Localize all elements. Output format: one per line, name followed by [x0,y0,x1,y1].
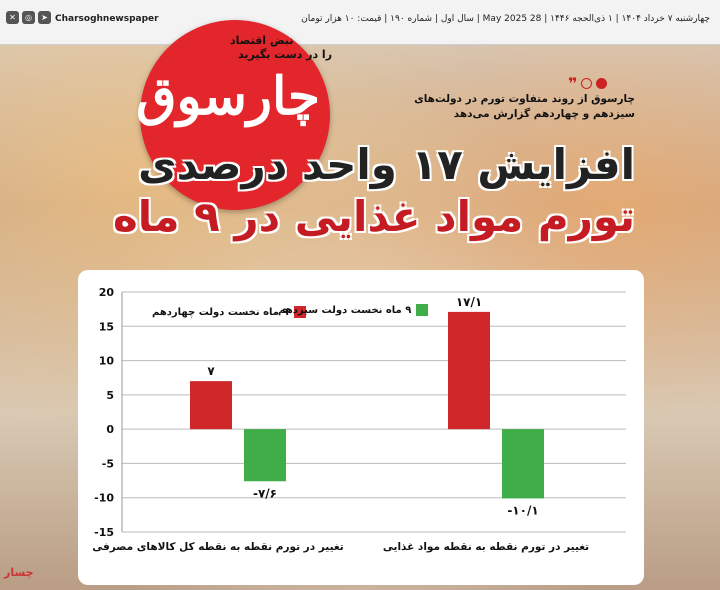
social-icons: ✕ ◎ ➤ [6,11,51,24]
y-tick-label: 20 [99,286,115,299]
bar [448,311,490,430]
bar [502,429,544,499]
y-tick-label: 5 [106,389,114,402]
social-handle: Charsoghnewspaper [55,14,159,24]
bar [244,429,286,482]
date-line: چهارشنبه ۷ خرداد ۱۴۰۴ | ۱ ذی‌الحجه ۱۴۴۶ … [301,14,710,24]
data-label: -۱۰/۱ [507,503,538,517]
legend-label: ۹ ماه نخست دولت سیزدهم [278,304,412,316]
top-bar: ✕ ◎ ➤ Charsoghnewspaper چهارشنبه ۷ خرداد… [0,0,720,45]
circle-icon [596,78,608,89]
tagline-2: را در دست بگیرید [238,48,333,61]
legend-swatch-red [293,306,306,318]
x-icon[interactable]: ✕ [6,11,19,24]
headline-line-2: تورم مواد غذایی در ۹ ماه [112,192,635,241]
logo: چارسوق [136,66,322,127]
data-label: -۷/۶ [253,486,277,500]
category-label: تغییر در تورم نقطه به نقطه کل کالاهای مص… [92,541,344,553]
quote-icon: ❞ [568,74,578,93]
legend-label: ۹ ماه نخست دولت چهاردهم [152,306,289,318]
data-label: ۷ [207,364,215,378]
legend-item-13th: ۹ ماه نخست دولت سیزدهم [278,304,429,316]
data-label: ۱۷/۱ [456,295,482,309]
y-tick-label: -10 [94,492,114,505]
logo-badge [140,20,330,210]
y-tick-label: 15 [99,320,114,333]
chart-panel: 20 15 10 5 0 -5 -10 -15 ۷ ۱۷/۱ -۷/۶ -۱۰/۱ تغییر در ت… [78,270,644,585]
note-text: چارسوق از روند متفاوت تورم در دولت‌های س… [414,93,635,120]
legend-item-14th: ۹ ماه نخست دولت چهاردهم [152,306,306,318]
telegram-icon[interactable]: ➤ [38,11,51,24]
y-tick-label: 0 [106,423,114,436]
category-label: تغییر در تورم نقطه به نقطه مواد غذایی [383,541,589,553]
circle-icon [581,78,593,89]
headline-line-1: افزایش ۱۷ واحد درصدی [138,140,635,189]
note-icons: ❞ [568,74,608,93]
tagline-1: نبض اقتصاد [230,34,294,47]
bar-chart: 20 15 10 5 0 -5 -10 -15 ۷ ۱۷/۱ -۷/۶ -۱۰/۱ تغییر در ت… [92,286,626,553]
y-tick-label: -15 [94,526,114,539]
legend-swatch-green [416,304,429,316]
watermark: چسار [4,566,34,579]
y-tick-label: 10 [99,355,115,368]
y-tick-label: -5 [102,457,114,470]
bar [190,381,232,430]
instagram-icon[interactable]: ◎ [22,11,35,24]
